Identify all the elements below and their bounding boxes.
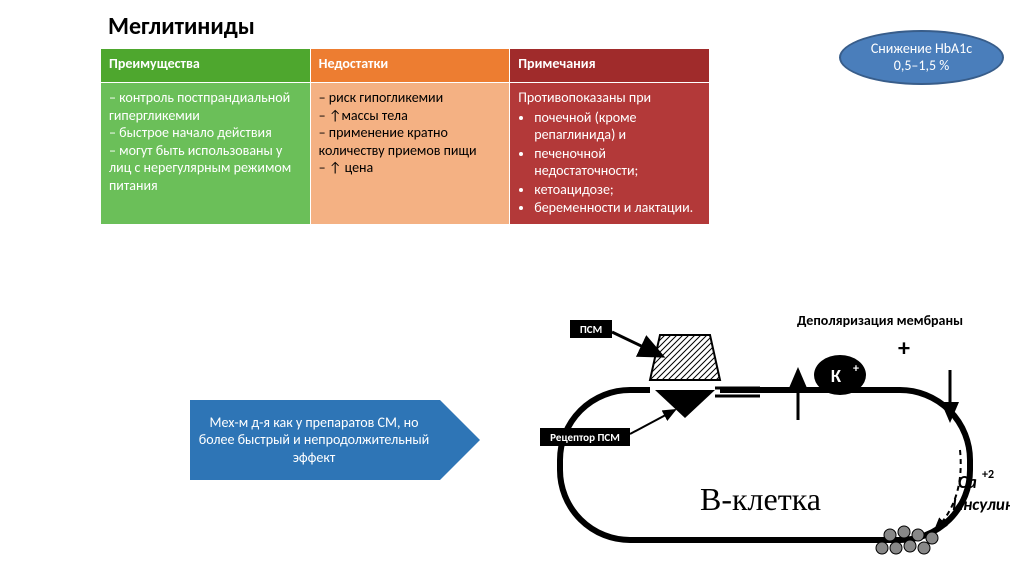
mechanism-diagram: ПСМ Рецептор ПСМ Деполяризация мембраны … [520,300,1010,565]
hba1c-badge: Снижение HbA1c 0,5–1,5 % [839,30,1004,85]
cell-label: В-клетка [700,481,821,517]
th-notes: Примечания [510,49,710,83]
ca-sup: +2 [982,468,994,482]
notes-item: печеночной недостаточности; [534,145,701,180]
cell-notes: Противопоказаны при почечной (кроме репа… [510,83,710,225]
k-sup: + [853,362,859,376]
notes-item: беременности и лактации. [534,199,701,217]
k-label: К [831,365,842,387]
insulin-label: Инсулин [952,494,1010,515]
page-title: Меглитиниды [108,12,255,41]
arrow-text: Мех-м д-я как у препаратов СМ, но более … [196,414,432,467]
badge-line1: Снижение HbA1c [841,41,1002,58]
plus-sign: + [898,334,910,363]
receptor-label: Рецептор ПСМ [550,431,620,444]
cell-advantages: – контроль постпрандиальной гипергликеми… [101,83,311,225]
notes-list: почечной (кроме репаглинида) и печеночно… [518,109,701,217]
badge-line2: 0,5–1,5 % [841,58,1002,75]
ca-label: Ca [958,471,977,493]
mechanism-arrow: Мех-м д-я как у препаратов СМ, но более … [190,400,440,480]
th-disadvantages: Недостатки [310,49,510,83]
comparison-table: Преимущества Недостатки Примечания – кон… [100,48,710,225]
cell-disadvantages: – риск гипогликемии – ↑массы тела – прим… [310,83,510,225]
notes-item: почечной (кроме репаглинида) и [534,109,701,144]
depol-label: Деполяризация мембраны [797,312,963,329]
psm-label: ПСМ [580,323,602,336]
notes-item: кетоацидозе; [534,181,701,199]
notes-intro: Противопоказаны при [518,89,701,107]
th-advantages: Преимущества [101,49,311,83]
